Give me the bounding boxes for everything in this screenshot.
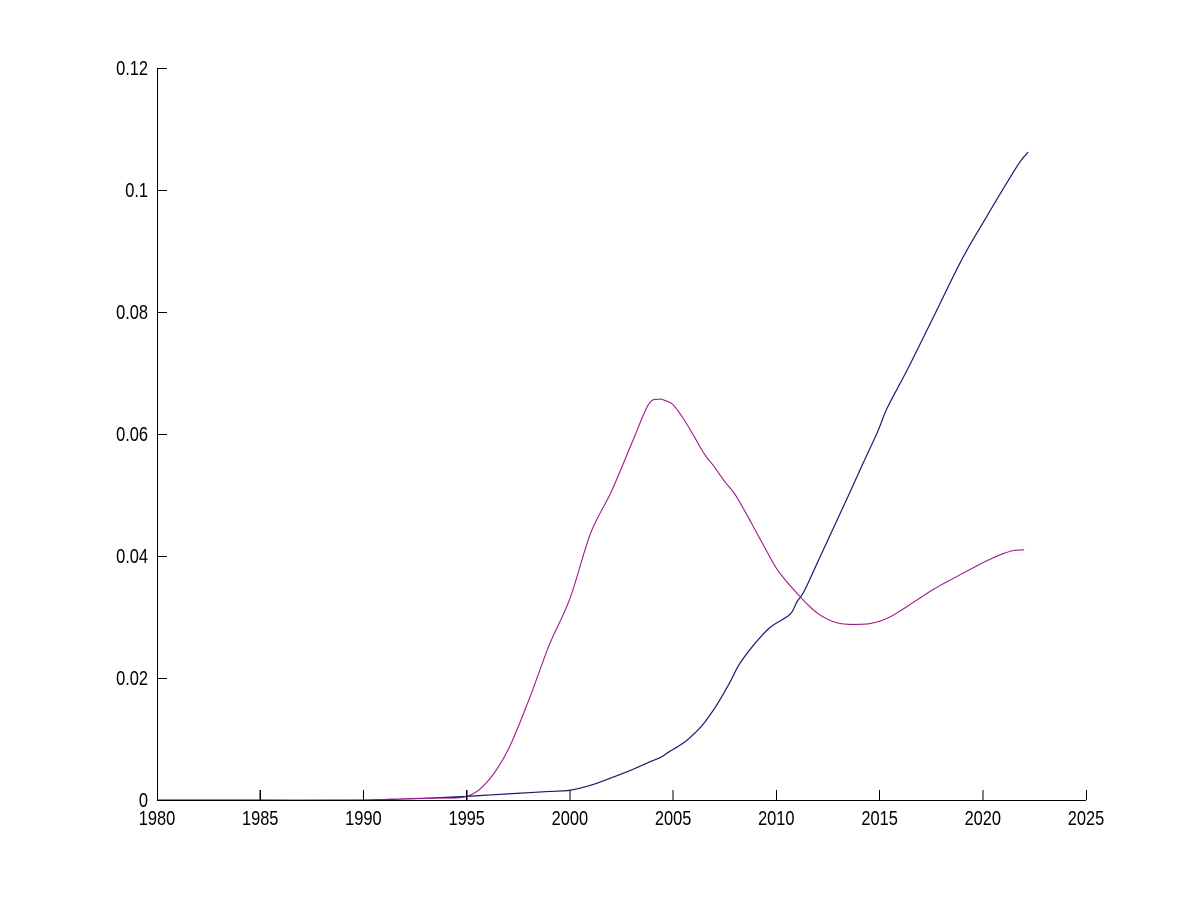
svg-text:2025: 2025 [1068,806,1104,829]
svg-text:1995: 1995 [448,806,484,829]
svg-text:1980: 1980 [139,806,175,829]
svg-text:0.12: 0.12 [116,56,148,79]
svg-text:1990: 1990 [345,806,381,829]
svg-text:2000: 2000 [552,806,588,829]
svg-text:0.1: 0.1 [125,178,148,201]
svg-text:2020: 2020 [965,806,1001,829]
svg-text:0.02: 0.02 [116,666,148,689]
svg-text:0.04: 0.04 [116,544,148,567]
svg-text:0.06: 0.06 [116,422,148,445]
svg-text:0.08: 0.08 [116,300,148,323]
svg-text:1985: 1985 [242,806,278,829]
svg-text:2005: 2005 [655,806,691,829]
svg-text:2015: 2015 [861,806,897,829]
svg-text:2010: 2010 [758,806,794,829]
